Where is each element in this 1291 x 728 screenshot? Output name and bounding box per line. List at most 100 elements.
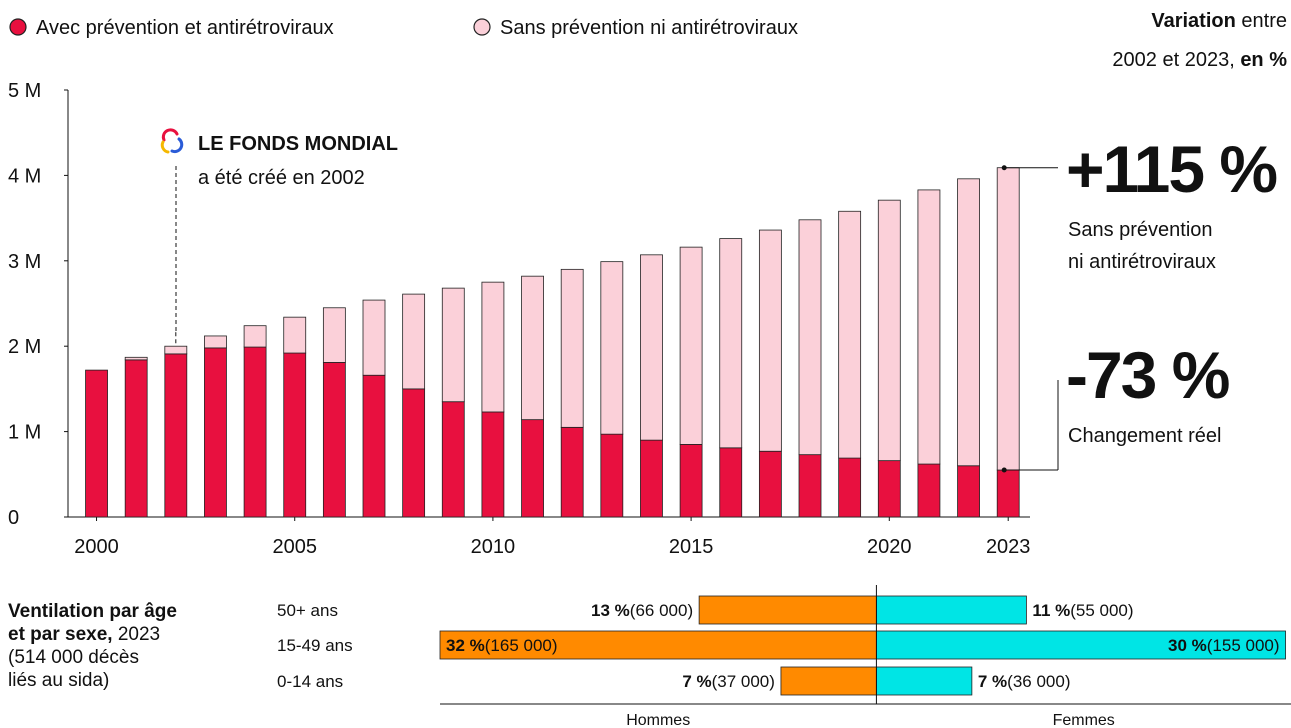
bar-segment <box>957 178 980 467</box>
bar <box>439 630 877 660</box>
bar-segment <box>957 465 980 518</box>
bar <box>876 666 973 696</box>
bar-segment <box>600 433 624 518</box>
bar-label-part: 30 % <box>1168 636 1207 655</box>
bar-count: (165 000) <box>485 636 558 655</box>
bar-segment <box>283 316 307 354</box>
bar-segment <box>758 450 782 518</box>
variation-value: +115 % <box>1066 132 1276 206</box>
y-tick-label: 5 M <box>8 80 41 102</box>
bar-segment <box>402 293 426 390</box>
bar-label-part: 11 % <box>1032 601 1070 620</box>
breakdown-title: liés au sida) <box>8 670 109 691</box>
legend-label: Sans prévention ni antirétroviraux <box>500 17 798 39</box>
bar-segment <box>204 347 227 518</box>
bar-label: 13 %(66 000) <box>591 601 693 620</box>
bar-segment <box>838 457 862 518</box>
bar-segment <box>798 454 822 518</box>
breakdown-title-part: Ventilation par âge <box>8 601 177 622</box>
bar-segment <box>877 199 901 462</box>
bar-label: 7 %(37 000) <box>682 672 775 691</box>
bar-segment <box>600 261 624 435</box>
bar-segment <box>204 335 227 349</box>
variation-heading-part: Variation <box>1151 10 1235 32</box>
bar-label-part: 7 % <box>978 672 1007 691</box>
bar-segment <box>877 460 901 518</box>
bar-segment <box>441 401 465 518</box>
y-tick-label: 0 <box>8 507 19 529</box>
bar-segment <box>243 325 267 348</box>
bar-segment <box>996 167 1020 471</box>
bar-count: (36 000) <box>1007 672 1070 691</box>
y-tick-label: 4 M <box>8 165 41 187</box>
bar-segment <box>679 444 703 518</box>
bar-segment <box>322 307 346 363</box>
row-label: 15-49 ans <box>277 636 353 655</box>
bar-label: 32 %(165 000) <box>446 636 558 655</box>
variation-heading-part: en % <box>1240 49 1287 71</box>
bar-count: (55 000) <box>1070 601 1133 620</box>
legend-label: Avec prévention et antirétroviraux <box>36 17 334 39</box>
bar-label: 30 %(155 000) <box>1168 636 1280 655</box>
x-tick-label: 2023 <box>986 536 1031 558</box>
annotation-title: LE FONDS MONDIAL <box>198 133 398 155</box>
breakdown-title-part: 2023 <box>113 624 161 645</box>
bar-count: (155 000) <box>1207 636 1280 655</box>
variation-text: ni antirétroviraux <box>1068 251 1216 273</box>
breakdown-title-part: et par sexe, <box>8 624 113 645</box>
bar-segment <box>798 219 822 456</box>
y-tick-label: 1 M <box>8 422 41 444</box>
bar-segment <box>124 359 148 518</box>
bar-segment <box>838 210 862 459</box>
side-label: Femmes <box>1053 712 1115 728</box>
bar-label-part: 13 % <box>591 601 630 620</box>
bar-segment <box>679 246 703 445</box>
bar-label: 11 %(55 000) <box>1032 601 1133 620</box>
bar-segment <box>560 426 584 518</box>
row-label: 0-14 ans <box>277 672 343 691</box>
bar <box>780 666 877 696</box>
bar-segment <box>719 238 743 449</box>
bar <box>876 630 1286 660</box>
breakdown-title-part: (514 000 décès <box>8 647 139 668</box>
bar-segment <box>164 353 188 518</box>
fonds-logo <box>160 128 184 154</box>
bar-segment <box>402 388 426 518</box>
bar-segment <box>640 439 663 518</box>
bar-segment <box>164 345 188 355</box>
bar-segment <box>560 268 584 428</box>
variation-text: Sans prévention <box>1068 219 1213 241</box>
bar <box>698 595 877 625</box>
x-tick-label: 2005 <box>272 536 317 558</box>
bar-segment <box>362 374 386 518</box>
x-tick-label: 2020 <box>867 536 912 558</box>
breakdown-title: et par sexe, 2023 <box>8 624 160 645</box>
variation-heading: Variation entre <box>1151 10 1287 32</box>
variation-heading-part: 2002 et 2023, <box>1112 49 1240 71</box>
bar-count: (66 000) <box>630 601 693 620</box>
bar-segment <box>917 189 941 465</box>
bar-segment <box>481 281 505 413</box>
bar-segment <box>521 275 544 421</box>
bar-segment <box>441 287 465 403</box>
bar-segment <box>243 346 267 518</box>
bar-segment <box>322 362 346 518</box>
bar-segment <box>917 463 941 518</box>
bar-segment <box>640 254 663 441</box>
row-label: 50+ ans <box>277 601 338 620</box>
bar-segment <box>85 369 108 518</box>
bar-label-part: 32 % <box>446 636 485 655</box>
x-tick-label: 2000 <box>74 536 119 558</box>
bar-segment <box>362 299 386 376</box>
bar-segment <box>283 352 307 518</box>
bar-segment <box>521 419 544 518</box>
x-tick-label: 2015 <box>669 536 714 558</box>
bar <box>876 595 1027 625</box>
bar-count: (37 000) <box>712 672 775 691</box>
bar-segment <box>124 356 148 361</box>
bar-label-part: 7 % <box>682 672 711 691</box>
legend-marker <box>473 18 491 36</box>
legend-marker <box>9 18 27 36</box>
